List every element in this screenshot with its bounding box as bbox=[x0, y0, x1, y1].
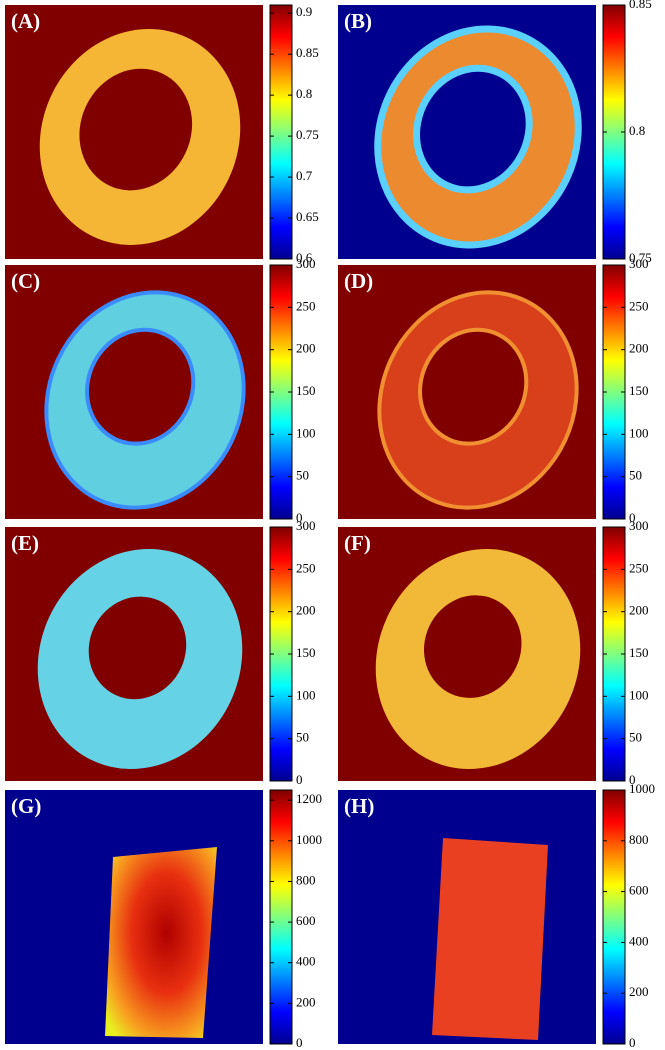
tick-label: 200 bbox=[629, 341, 649, 356]
tick-label: 0.85 bbox=[629, 0, 652, 11]
panel: (C) 0 50 100 150 200 250 300 bbox=[5, 256, 316, 525]
panel-title: (D) bbox=[344, 269, 373, 293]
panel: (G) 0 200 400 600 800 1000 1200 bbox=[5, 789, 322, 1050]
tick-label: 100 bbox=[629, 425, 649, 440]
ring bbox=[374, 25, 582, 249]
panel-title: (F) bbox=[344, 531, 371, 555]
tick-label: 1000 bbox=[629, 781, 655, 796]
tick-label: 100 bbox=[296, 425, 316, 440]
panel-title: (C) bbox=[11, 269, 40, 293]
tick-label: 600 bbox=[296, 913, 316, 928]
sample bbox=[105, 847, 217, 1038]
tick-label: 150 bbox=[629, 645, 649, 660]
tick-label: 800 bbox=[629, 832, 649, 847]
tick-label: 300 bbox=[296, 518, 316, 533]
tick-label: 250 bbox=[296, 560, 316, 575]
tick-label: 1200 bbox=[296, 791, 322, 806]
tick-label: 0 bbox=[296, 1035, 303, 1050]
colorbar bbox=[602, 789, 626, 1045]
colorbar bbox=[269, 4, 293, 260]
tick-label: 0.75 bbox=[629, 250, 652, 265]
panel-title: (B) bbox=[344, 9, 372, 33]
tick-label: 300 bbox=[629, 256, 649, 271]
ring bbox=[44, 290, 246, 510]
tick-label: 0 bbox=[629, 510, 636, 525]
tick-label: 0 bbox=[629, 1035, 636, 1050]
tick-label: 50 bbox=[629, 468, 642, 483]
tick-label: 0.8 bbox=[629, 123, 645, 138]
ring bbox=[375, 549, 581, 769]
panel: (F) 0 50 100 150 200 250 300 bbox=[338, 518, 649, 787]
tick-label: 100 bbox=[629, 687, 649, 702]
tick-label: 0.6 bbox=[296, 250, 313, 265]
tick-label: 250 bbox=[629, 298, 649, 313]
panel-title: (H) bbox=[344, 794, 374, 818]
tick-label: 50 bbox=[296, 468, 309, 483]
tick-label: 0 bbox=[296, 510, 303, 525]
tick-label: 50 bbox=[629, 730, 642, 745]
sample bbox=[432, 838, 548, 1040]
tick-label: 150 bbox=[296, 383, 316, 398]
ring bbox=[37, 549, 243, 769]
tick-label: 50 bbox=[296, 730, 309, 745]
tick-label: 250 bbox=[296, 298, 316, 313]
colorbar bbox=[269, 789, 293, 1045]
tick-label: 300 bbox=[629, 518, 649, 533]
panel-title: (E) bbox=[11, 531, 39, 555]
panel-title: (G) bbox=[11, 794, 41, 818]
tick-label: 0.9 bbox=[296, 4, 312, 19]
tick-label: 250 bbox=[629, 560, 649, 575]
tick-label: 0.65 bbox=[296, 209, 319, 224]
tick-label: 0 bbox=[629, 772, 636, 787]
tick-label: 200 bbox=[296, 603, 316, 618]
ring bbox=[39, 29, 241, 245]
tick-label: 400 bbox=[296, 954, 316, 969]
tick-label: 150 bbox=[629, 383, 649, 398]
tick-label: 0.75 bbox=[296, 127, 319, 142]
tick-label: 800 bbox=[296, 872, 316, 887]
panel: (B) 0.75 0.8 0.85 bbox=[338, 0, 652, 265]
tick-label: 150 bbox=[296, 645, 316, 660]
tick-label: 0.7 bbox=[296, 168, 313, 183]
panel: (H) 0 200 400 600 800 1000 bbox=[338, 781, 655, 1050]
panel: (A) 0.6 0.65 0.7 0.75 0.8 0.85 0.9 bbox=[5, 4, 319, 265]
ring bbox=[377, 290, 579, 510]
panel-title: (A) bbox=[11, 9, 40, 33]
tick-label: 400 bbox=[629, 933, 649, 948]
tick-label: 200 bbox=[296, 341, 316, 356]
tick-label: 100 bbox=[296, 687, 316, 702]
tick-label: 200 bbox=[629, 603, 649, 618]
tick-label: 300 bbox=[296, 256, 316, 271]
tick-label: 1000 bbox=[296, 832, 322, 847]
panel: (D) 0 50 100 150 200 250 300 bbox=[338, 256, 649, 525]
tick-label: 0.8 bbox=[296, 86, 312, 101]
tick-label: 0.85 bbox=[296, 45, 319, 60]
tick-label: 200 bbox=[296, 994, 316, 1009]
panel: (E) 0 50 100 150 200 250 300 bbox=[5, 518, 316, 787]
tick-label: 200 bbox=[629, 984, 649, 999]
tick-label: 600 bbox=[629, 883, 649, 898]
tick-label: 0 bbox=[296, 772, 303, 787]
